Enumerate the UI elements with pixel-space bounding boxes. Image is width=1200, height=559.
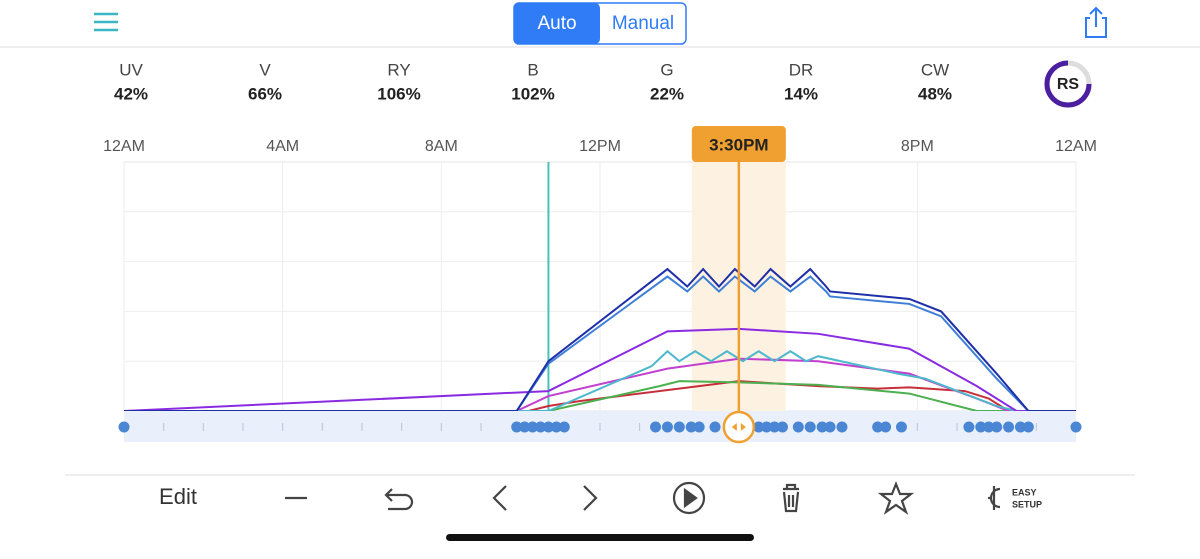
channel-value: 42% xyxy=(114,84,148,103)
time-scrubber[interactable] xyxy=(722,410,756,444)
keyframe-dot[interactable] xyxy=(769,421,781,433)
keyframe-dot[interactable] xyxy=(761,421,773,433)
keyframe-dot[interactable] xyxy=(535,421,546,433)
channel-name: DR xyxy=(789,60,814,79)
manual-button[interactable]: Manual xyxy=(612,13,674,34)
keyframe-dot[interactable] xyxy=(975,421,987,433)
channel-curve xyxy=(124,267,1076,412)
keyframe-dot[interactable] xyxy=(1070,421,1082,433)
keyframe-dot[interactable] xyxy=(872,421,884,433)
channel-value: 48% xyxy=(918,84,952,103)
channel-value: 22% xyxy=(650,84,684,103)
keyframe-dot[interactable] xyxy=(983,421,995,433)
keyframe-dot[interactable] xyxy=(963,421,975,433)
keyframe-dot[interactable] xyxy=(792,421,804,433)
rs-progress xyxy=(1044,60,1092,108)
keyframe-dot[interactable] xyxy=(804,421,816,433)
x-tick-label: 12PM xyxy=(579,138,621,155)
channel-name: CW xyxy=(921,60,949,79)
channel-value: 102% xyxy=(511,84,554,103)
channel-curve xyxy=(123,327,1076,412)
channel-name: B xyxy=(527,60,538,79)
easy-setup-icon xyxy=(988,486,1001,510)
keyframe-dot[interactable] xyxy=(118,421,130,433)
channel-name: UV xyxy=(119,60,143,79)
keyframe-dot[interactable] xyxy=(816,421,828,433)
x-tick-label: 12AM xyxy=(1055,138,1097,155)
keyframe-dot[interactable] xyxy=(685,421,697,433)
keyframe-dot[interactable] xyxy=(753,421,765,433)
keyframe-dot[interactable] xyxy=(527,421,539,433)
channel-curve xyxy=(124,275,1076,412)
keyframe-dot[interactable] xyxy=(1003,421,1015,433)
delete-button[interactable] xyxy=(782,483,800,513)
edit-button[interactable]: Edit xyxy=(159,484,197,509)
keyframe-dot[interactable] xyxy=(558,421,570,433)
keyframe-dot[interactable] xyxy=(519,421,531,433)
keyframe-dot[interactable] xyxy=(542,421,554,433)
menu-button[interactable] xyxy=(94,12,118,32)
keyframe-dot[interactable] xyxy=(650,421,662,433)
x-tick-label: 8PM xyxy=(901,138,934,155)
current-time-label: 3:30PM xyxy=(709,135,769,154)
share-button[interactable] xyxy=(1085,6,1107,38)
x-tick-label: 12AM xyxy=(103,138,145,155)
current-time-badge xyxy=(691,126,786,162)
keyframe-dot[interactable] xyxy=(895,421,907,433)
keyframe-dot[interactable] xyxy=(511,421,523,433)
favorite-button[interactable] xyxy=(877,481,915,515)
keyframe-dot[interactable] xyxy=(836,421,848,433)
keyframe-dot[interactable] xyxy=(1014,421,1026,433)
keyframe-dot[interactable] xyxy=(880,421,892,433)
keyframe-dot[interactable] xyxy=(1022,421,1034,433)
keyframe-dot[interactable] xyxy=(550,421,562,433)
channel-name: G xyxy=(660,60,673,79)
x-tick-label: 8AM xyxy=(425,138,458,155)
channel-value: 106% xyxy=(377,84,420,103)
channel-name: RY xyxy=(387,60,410,79)
easy-setup-label[interactable]: SETUP xyxy=(1012,499,1042,509)
undo-button[interactable] xyxy=(384,488,414,511)
home-indicator xyxy=(446,534,754,541)
rs-badge[interactable]: RS xyxy=(1057,76,1080,93)
keyframe-dot[interactable] xyxy=(661,421,673,433)
keyframe-dot[interactable] xyxy=(991,421,1003,433)
auto-button[interactable]: Auto xyxy=(537,13,576,34)
channel-name: V xyxy=(259,60,271,79)
auto-bg xyxy=(514,3,600,44)
channel-curve xyxy=(124,349,1076,412)
x-tick-label: 4AM xyxy=(266,138,299,155)
play-button[interactable] xyxy=(672,481,706,515)
keyframe-dot[interactable] xyxy=(709,421,721,433)
keyframe-dot[interactable] xyxy=(776,421,788,433)
keyframe-dot[interactable] xyxy=(824,421,836,433)
channel-value: 14% xyxy=(784,84,818,103)
keyframe-dot[interactable] xyxy=(693,421,705,433)
scrubber-arrows xyxy=(731,423,746,431)
channel-value: 66% xyxy=(248,84,282,103)
keyframe-dot[interactable] xyxy=(673,421,685,433)
easy-setup-label[interactable]: EASY xyxy=(1012,487,1037,497)
prev-button[interactable] xyxy=(492,485,507,511)
next-button[interactable] xyxy=(583,485,598,511)
